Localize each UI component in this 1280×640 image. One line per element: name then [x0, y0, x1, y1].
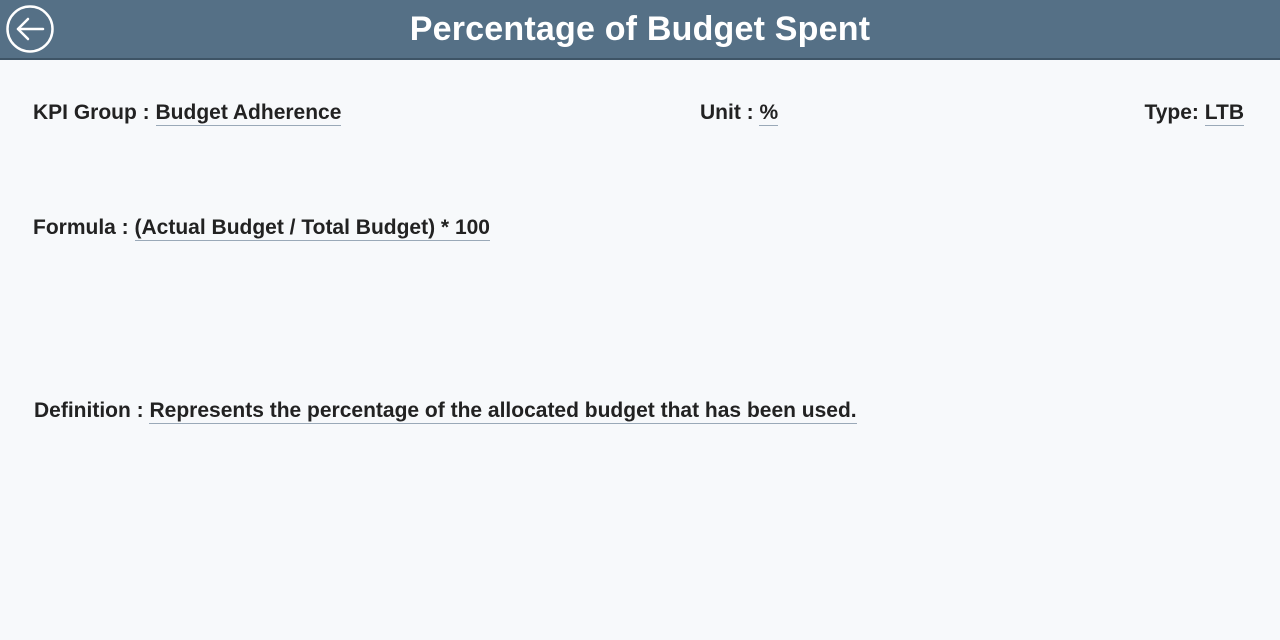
kpi-group-label: KPI Group : [33, 101, 156, 124]
header-bar: Percentage of Budget Spent [0, 0, 1280, 60]
type-label: Type: [1144, 101, 1205, 124]
unit-field: Unit : % [700, 99, 779, 127]
back-button[interactable] [5, 4, 55, 54]
definition-label: Definition : [34, 399, 150, 422]
formula-label: Formula : [33, 216, 135, 239]
page-title: Percentage of Budget Spent [409, 10, 871, 48]
definition-value: Represents the percentage of the allocat… [149, 399, 857, 424]
kpi-group-field: KPI Group : Budget Adherence [33, 99, 342, 127]
formula-value: (Actual Budget / Total Budget) * 100 [134, 216, 490, 241]
type-value: LTB [1204, 101, 1244, 126]
kpi-group-value: Budget Adherence [155, 101, 342, 126]
type-field: Type: LTB [1144, 99, 1244, 127]
arrow-left-circle-icon [6, 5, 54, 53]
unit-value: % [759, 101, 779, 126]
unit-label: Unit : [700, 101, 760, 124]
formula-field: Formula : (Actual Budget / Total Budget)… [33, 214, 490, 242]
definition-field: Definition : Represents the percentage o… [34, 397, 857, 425]
